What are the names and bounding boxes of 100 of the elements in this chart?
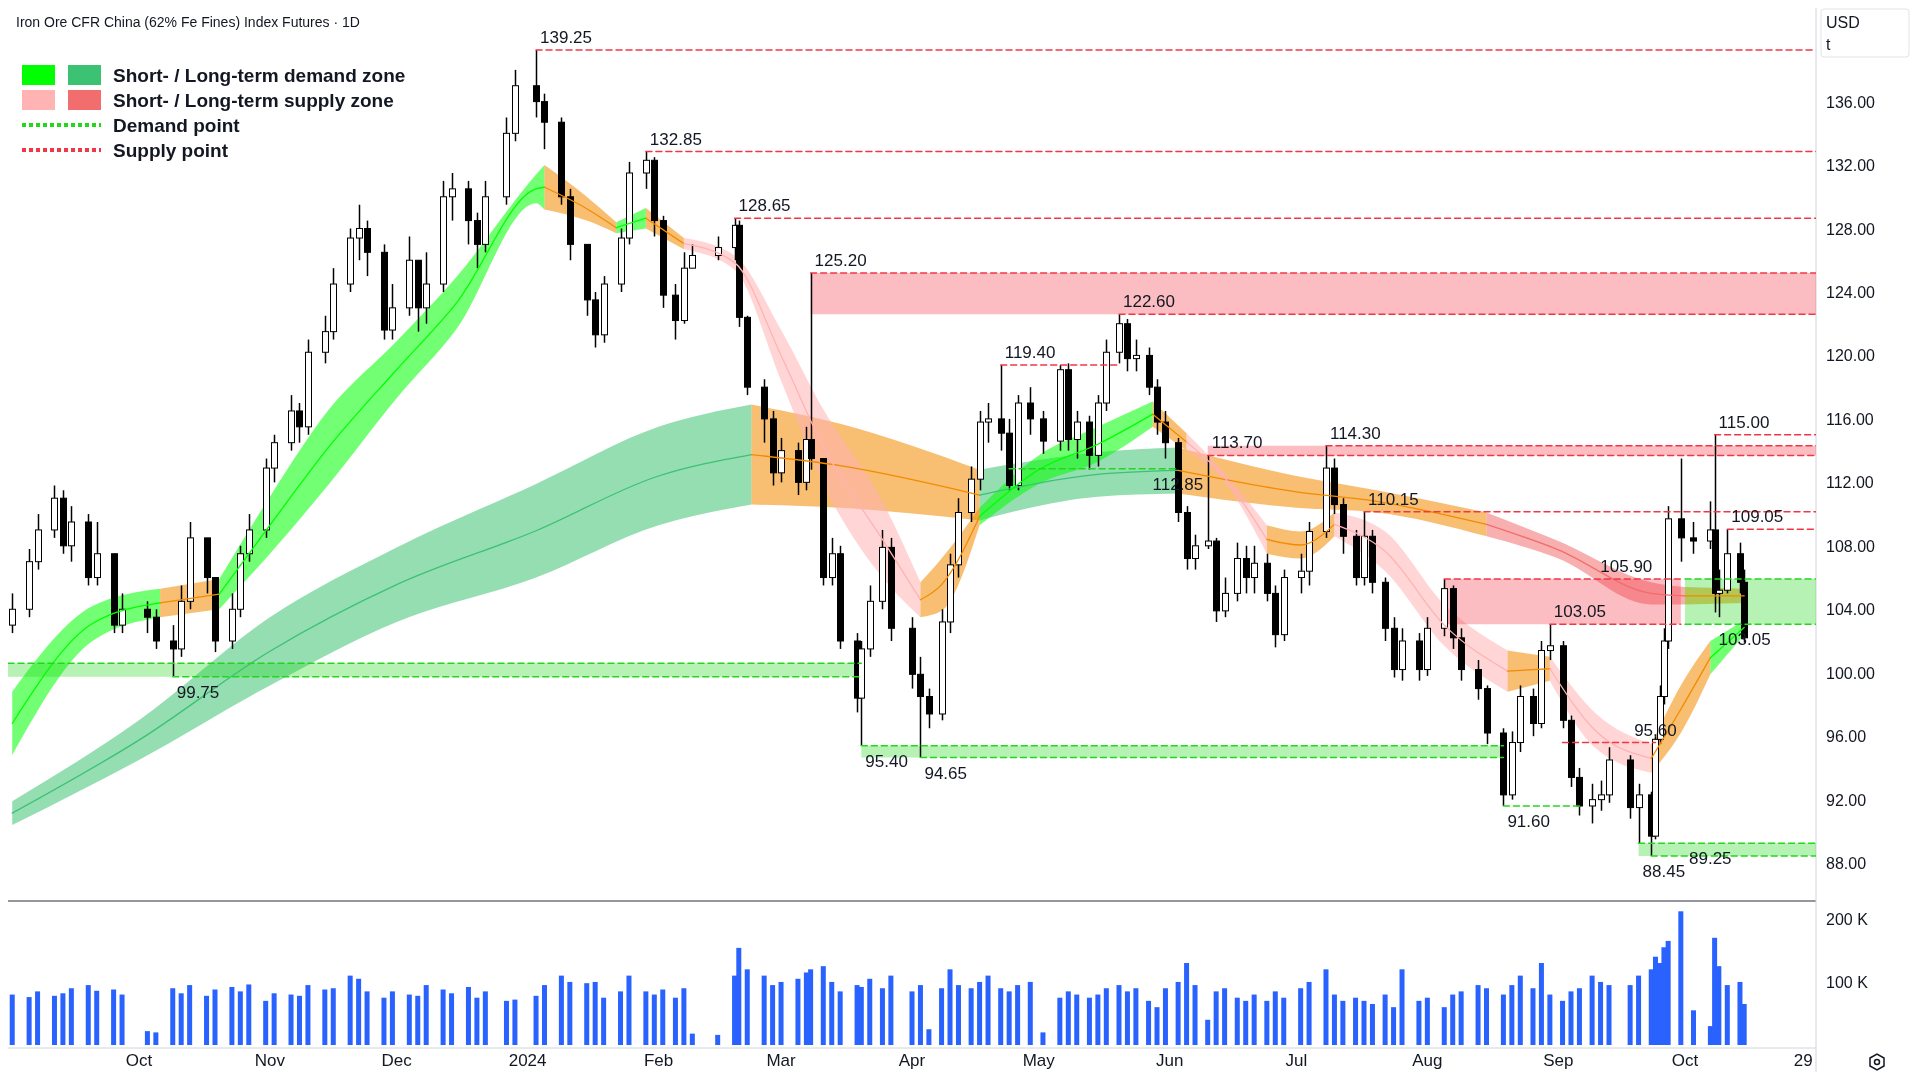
- bar: [808, 969, 814, 1045]
- bar: [744, 969, 750, 1045]
- bar: [1095, 994, 1101, 1045]
- bar: [237, 991, 243, 1045]
- bar: [1560, 1000, 1566, 1045]
- bar: [1040, 1032, 1046, 1045]
- bar: [1509, 985, 1515, 1045]
- bar: [9, 994, 15, 1045]
- bar: [977, 981, 983, 1045]
- annotation: 125.20: [814, 250, 867, 270]
- annotation: 99.75: [176, 682, 220, 702]
- bar: [1547, 994, 1553, 1045]
- annotation: 95.40: [865, 751, 908, 771]
- bar: [85, 985, 91, 1045]
- bar: [867, 978, 873, 1045]
- y-tick-label: 116.00: [1826, 410, 1874, 428]
- candlestick: [1133, 338, 1140, 373]
- bar: [1234, 997, 1240, 1045]
- x-tick-label: Jul: [1285, 1051, 1308, 1070]
- y-tick-label: 112.00: [1826, 474, 1874, 492]
- bar: [558, 975, 564, 1045]
- candlestick: [1074, 410, 1081, 460]
- annotation: 139.25: [540, 28, 593, 48]
- candlestick: [1589, 783, 1596, 825]
- bar: [1086, 997, 1092, 1045]
- candlestick: [9, 592, 16, 634]
- candlestick: [94, 521, 101, 587]
- candlestick: [1222, 576, 1229, 618]
- bar: [837, 991, 843, 1045]
- bar: [1530, 988, 1536, 1045]
- bar: [829, 981, 835, 1045]
- bar: [1124, 991, 1130, 1045]
- bar: [1213, 991, 1219, 1045]
- bar: [643, 991, 649, 1045]
- bar: [389, 991, 395, 1045]
- bar: [879, 988, 885, 1045]
- bar: [820, 966, 826, 1045]
- bar: [1475, 985, 1481, 1045]
- x-tick-label: Nov: [254, 1051, 286, 1070]
- bar: [1538, 963, 1544, 1045]
- bar: [465, 986, 471, 1045]
- bar: [474, 997, 480, 1045]
- bar: [322, 989, 328, 1045]
- bar: [347, 975, 353, 1045]
- bar: [153, 1032, 159, 1045]
- bar: [449, 993, 455, 1045]
- x-tick-label: Sep: [1543, 1051, 1574, 1070]
- candlestick: [144, 600, 151, 634]
- bar: [1500, 994, 1506, 1045]
- bar: [888, 975, 894, 1045]
- bar: [985, 975, 991, 1045]
- bar: [917, 985, 923, 1045]
- bar: [1606, 985, 1612, 1045]
- candlestick: [1690, 521, 1697, 555]
- bar: [440, 989, 446, 1045]
- y-tick-label: 100 K: [1826, 973, 1869, 991]
- bar: [1382, 994, 1388, 1045]
- bar: [618, 991, 624, 1045]
- bar: [1027, 981, 1033, 1045]
- bar: [68, 988, 74, 1045]
- annotation: 113.70: [1211, 433, 1263, 453]
- annotation: 91.60: [1507, 811, 1550, 831]
- bar: [296, 995, 302, 1045]
- candlestick: [1678, 457, 1685, 563]
- y-tick-label: 124.00: [1826, 283, 1876, 301]
- candlestick: [1162, 410, 1169, 460]
- bar: [592, 981, 598, 1045]
- bar: [381, 997, 387, 1045]
- bar: [1416, 1000, 1422, 1045]
- y-tick-label: 92.00: [1826, 791, 1867, 809]
- annotation: 103.05: [1553, 602, 1606, 622]
- bar: [1361, 1000, 1367, 1045]
- x-tick-label: Dec: [381, 1051, 413, 1070]
- candlestick: [926, 687, 933, 729]
- bar: [178, 993, 184, 1045]
- chart-title: Iron Ore CFR China (62% Fe Fines) Index Futures · 1D: [16, 14, 360, 30]
- bar: [1146, 1000, 1152, 1045]
- bar: [1576, 988, 1582, 1045]
- annotation: 114.30: [1329, 423, 1381, 443]
- bar: [1264, 1000, 1270, 1045]
- x-tick-label: Jun: [1155, 1051, 1184, 1070]
- candlestick: [246, 513, 253, 563]
- bar: [51, 995, 57, 1045]
- bar: [187, 985, 193, 1045]
- bar: [1665, 940, 1671, 1045]
- x-tick-label: Oct: [1671, 1051, 1699, 1070]
- bar: [533, 995, 539, 1045]
- bar: [423, 985, 429, 1045]
- x-tick-label: Aug: [1412, 1051, 1443, 1070]
- bar: [998, 988, 1004, 1045]
- bar: [909, 991, 915, 1045]
- bar: [541, 985, 547, 1045]
- x-tick-label: May: [1022, 1051, 1056, 1070]
- bar: [651, 994, 657, 1045]
- bar: [584, 983, 590, 1045]
- bar: [926, 1029, 932, 1045]
- bar: [601, 997, 607, 1045]
- bar: [672, 997, 678, 1045]
- candlestick: [153, 608, 160, 650]
- candlestick: [1027, 386, 1034, 436]
